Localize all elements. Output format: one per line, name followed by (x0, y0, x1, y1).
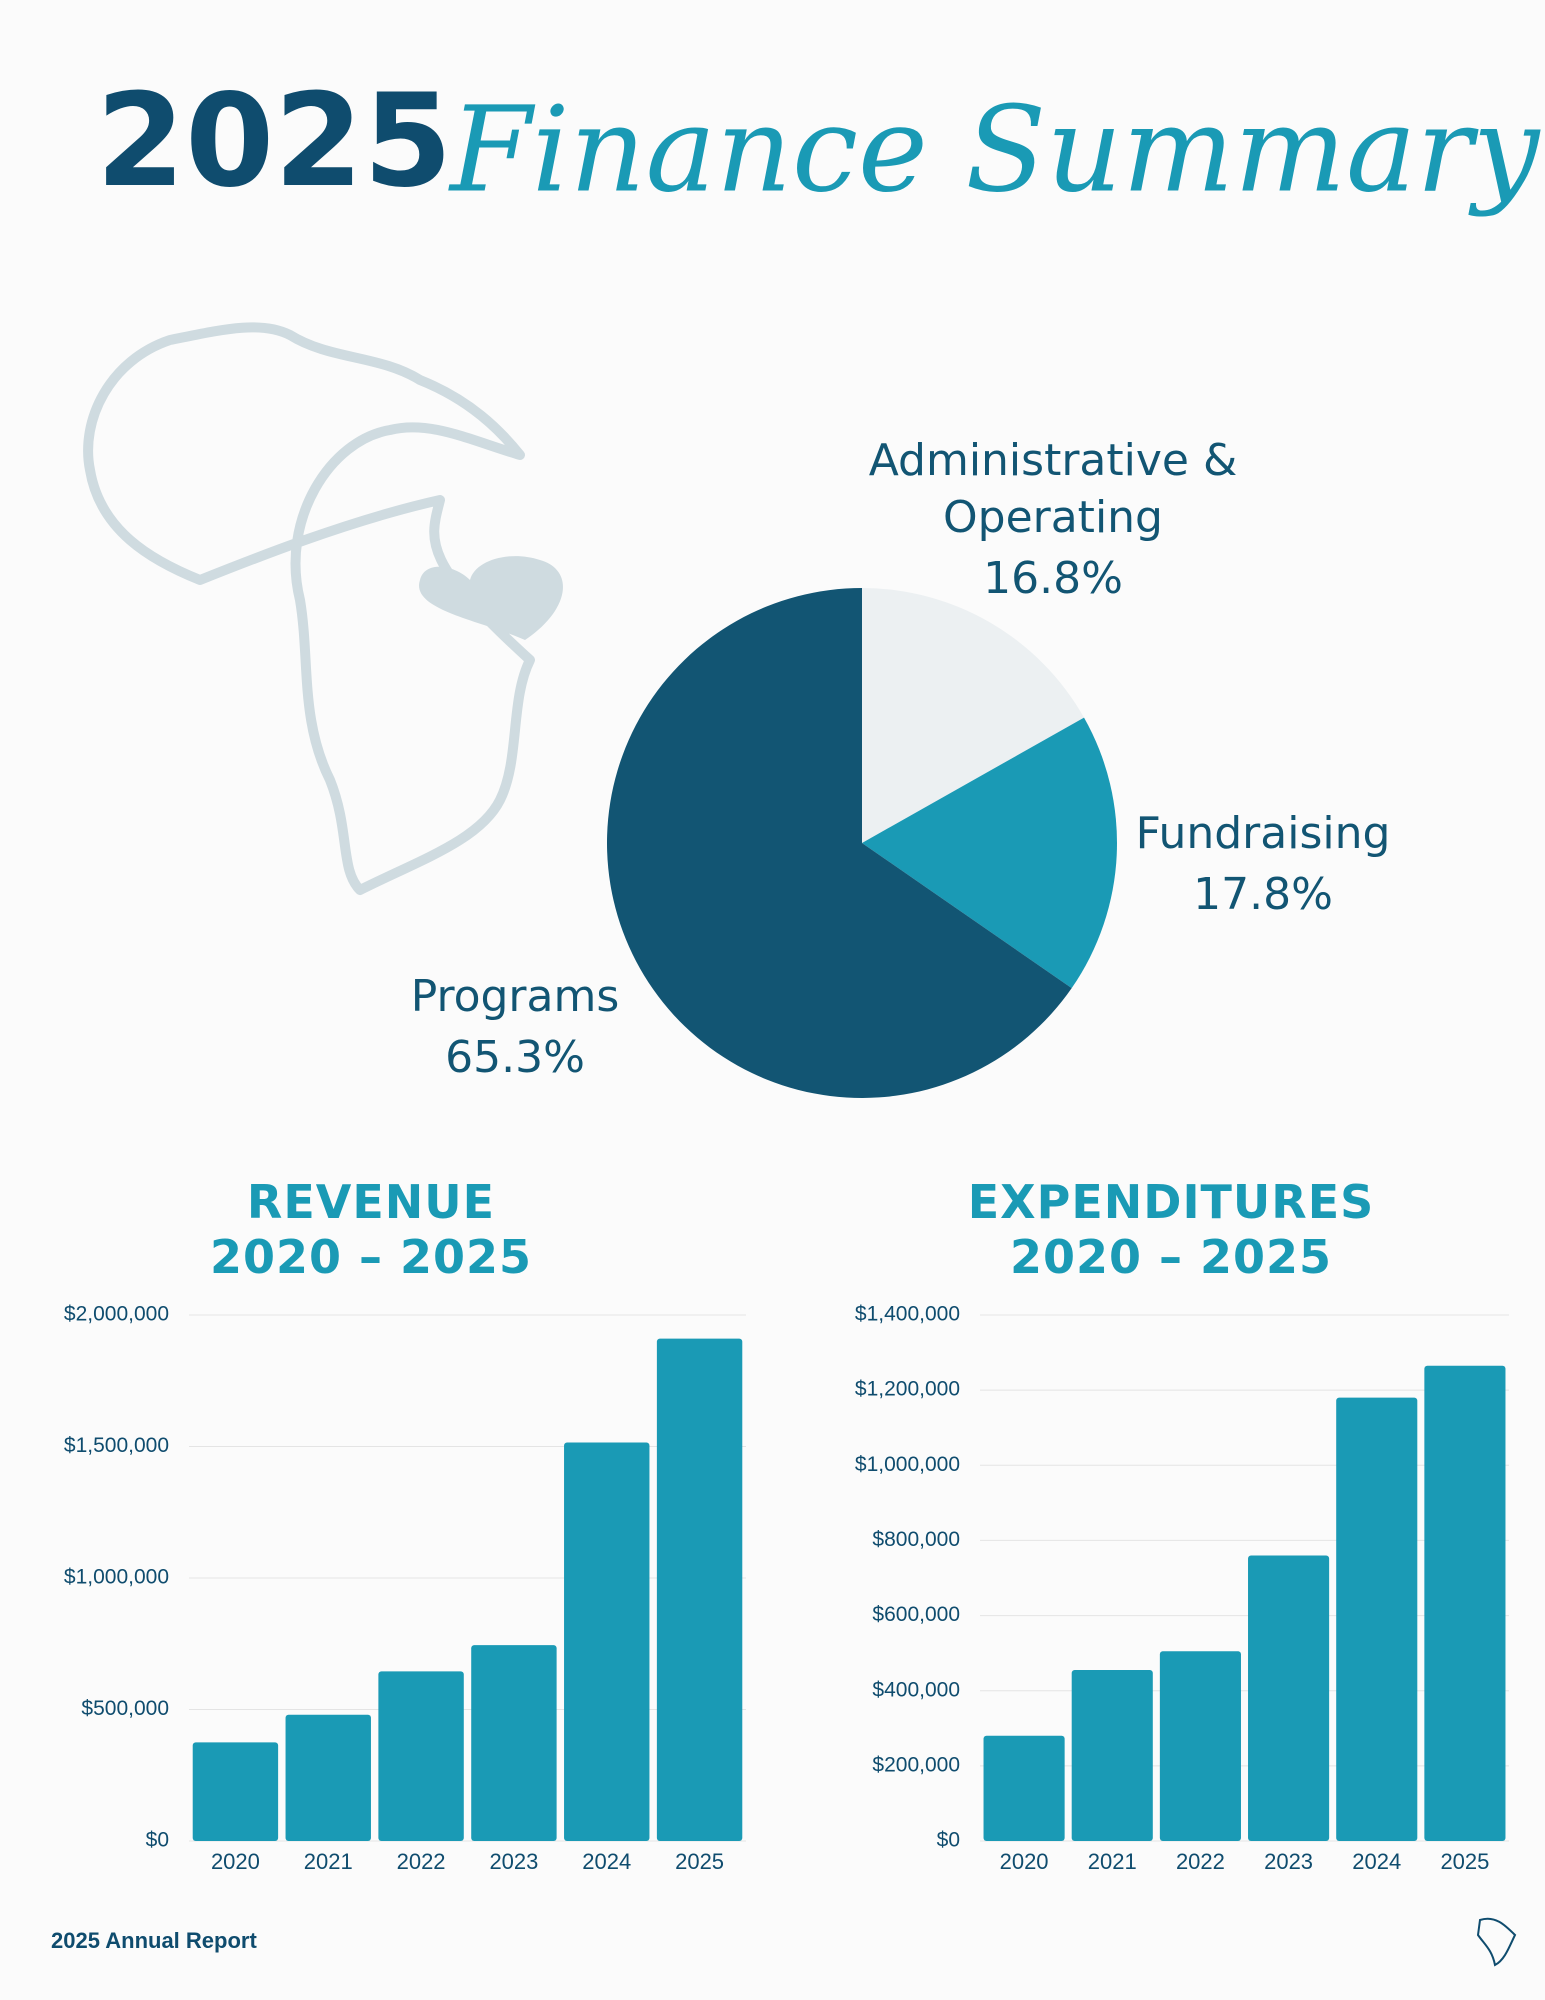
x-tick-label: 2024 (582, 1849, 631, 1874)
y-tick-label: $0 (937, 1829, 960, 1852)
title-year: 2025 (96, 67, 452, 216)
slice-label: Programs (410, 971, 620, 1022)
slice-value: 65.3% (445, 1032, 585, 1083)
bar (1248, 1555, 1330, 1841)
footer: 2025 Annual Report (51, 1928, 257, 1953)
y-tick-label: $1,000,000 (855, 1453, 960, 1476)
x-tick-label: 2024 (1352, 1849, 1401, 1874)
footer-icon (1476, 1917, 1517, 1967)
x-tick-label: 2021 (304, 1849, 353, 1874)
chart-title: EXPENDITURES (967, 1175, 1375, 1229)
bar (285, 1714, 371, 1841)
pie-slice (862, 717, 1117, 989)
x-tick-label: 2021 (1088, 1849, 1137, 1874)
bar (656, 1338, 743, 1841)
x-tick-label: 2023 (1264, 1849, 1313, 1874)
y-tick-label: $200,000 (872, 1753, 960, 1776)
chart-subtitle: 2020 – 2025 (1009, 1230, 1333, 1284)
y-tick-label: $1,500,000 (64, 1434, 169, 1457)
y-tick-label: $1,000,000 (64, 1566, 169, 1589)
x-tick-label: 2025 (1440, 1849, 1489, 1874)
y-tick-label: $2,000,000 (64, 1303, 169, 1326)
bar (1159, 1651, 1241, 1841)
pie-slice (862, 588, 1085, 843)
slice-label: Fundraising (1135, 808, 1391, 859)
africa-outline (83, 322, 535, 895)
y-tick-label: $0 (146, 1829, 169, 1852)
slice-value: 17.8% (1193, 869, 1333, 920)
y-tick-label: $500,000 (81, 1697, 169, 1720)
bar (1336, 1397, 1418, 1841)
x-tick-label: 2022 (1176, 1849, 1225, 1874)
x-tick-label: 2022 (397, 1849, 446, 1874)
x-tick-label: 2023 (489, 1849, 538, 1874)
x-tick-label: 2020 (1000, 1849, 1049, 1874)
slice-value: 16.8% (983, 553, 1123, 604)
x-tick-label: 2025 (675, 1849, 724, 1874)
bar (983, 1735, 1065, 1841)
y-tick-label: $1,200,000 (855, 1378, 960, 1401)
title-script: Finance Summary (448, 81, 1541, 219)
bar (471, 1645, 557, 1841)
bar (378, 1671, 464, 1841)
chart-subtitle: 2020 – 2025 (209, 1230, 533, 1284)
bar (1071, 1670, 1153, 1841)
bar (564, 1442, 650, 1841)
bar (1424, 1365, 1506, 1841)
y-tick-label: $1,400,000 (855, 1303, 960, 1326)
x-tick-label: 2020 (211, 1849, 260, 1874)
bar (192, 1742, 279, 1841)
heart-icon (419, 556, 563, 640)
pie-slice (607, 588, 1072, 1098)
y-tick-label: $800,000 (872, 1528, 960, 1551)
slice-label: Administrative & Operating (868, 435, 1238, 544)
y-tick-label: $400,000 (872, 1678, 960, 1701)
y-tick-label: $600,000 (872, 1603, 960, 1626)
chart-title: REVENUE (246, 1175, 496, 1229)
